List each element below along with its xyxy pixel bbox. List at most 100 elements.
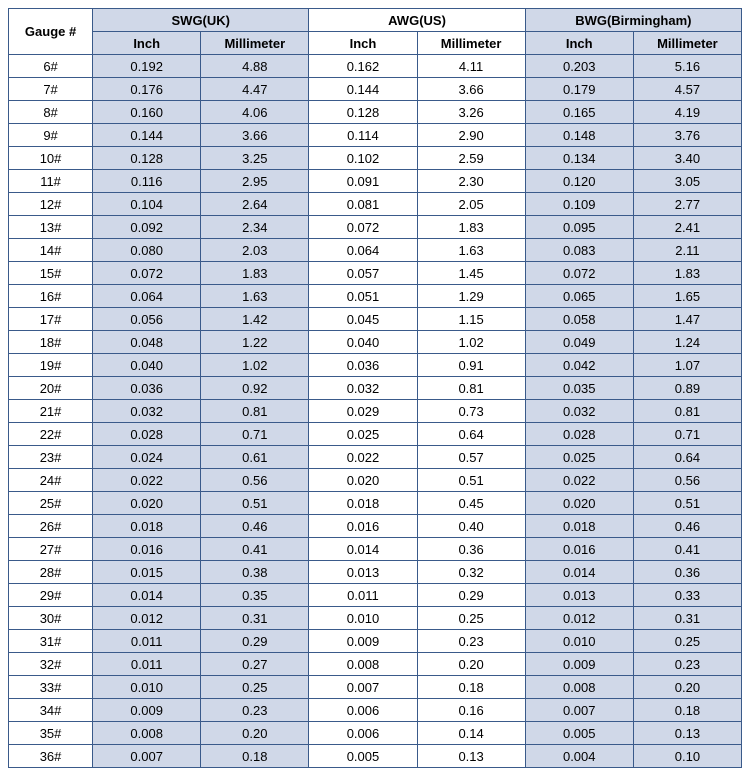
cell-value: 3.76 bbox=[633, 124, 741, 147]
table-row: 13#0.0922.340.0721.830.0952.41 bbox=[9, 216, 742, 239]
cell-gauge: 8# bbox=[9, 101, 93, 124]
cell-value: 0.51 bbox=[201, 492, 309, 515]
col-group-swg: SWG(UK) bbox=[93, 9, 309, 32]
cell-value: 0.14 bbox=[417, 722, 525, 745]
cell-value: 0.56 bbox=[633, 469, 741, 492]
cell-value: 0.006 bbox=[309, 722, 417, 745]
cell-value: 1.07 bbox=[633, 354, 741, 377]
cell-value: 0.058 bbox=[525, 308, 633, 331]
cell-value: 0.022 bbox=[525, 469, 633, 492]
cell-value: 0.102 bbox=[309, 147, 417, 170]
table-row: 28#0.0150.380.0130.320.0140.36 bbox=[9, 561, 742, 584]
cell-value: 0.104 bbox=[93, 193, 201, 216]
table-row: 8#0.1604.060.1283.260.1654.19 bbox=[9, 101, 742, 124]
col-awg-mm: Millimeter bbox=[417, 32, 525, 55]
cell-value: 1.83 bbox=[417, 216, 525, 239]
cell-value: 0.029 bbox=[309, 400, 417, 423]
cell-value: 0.020 bbox=[525, 492, 633, 515]
cell-value: 0.032 bbox=[309, 377, 417, 400]
cell-value: 4.11 bbox=[417, 55, 525, 78]
cell-value: 0.46 bbox=[633, 515, 741, 538]
table-row: 27#0.0160.410.0140.360.0160.41 bbox=[9, 538, 742, 561]
cell-value: 1.22 bbox=[201, 331, 309, 354]
cell-value: 0.042 bbox=[525, 354, 633, 377]
cell-value: 0.009 bbox=[525, 653, 633, 676]
cell-value: 0.005 bbox=[309, 745, 417, 768]
cell-gauge: 28# bbox=[9, 561, 93, 584]
cell-value: 0.009 bbox=[309, 630, 417, 653]
table-row: 9#0.1443.660.1142.900.1483.76 bbox=[9, 124, 742, 147]
cell-gauge: 15# bbox=[9, 262, 93, 285]
cell-value: 1.45 bbox=[417, 262, 525, 285]
cell-value: 0.013 bbox=[525, 584, 633, 607]
cell-value: 0.015 bbox=[93, 561, 201, 584]
cell-value: 0.20 bbox=[201, 722, 309, 745]
cell-gauge: 10# bbox=[9, 147, 93, 170]
cell-value: 0.29 bbox=[201, 630, 309, 653]
cell-value: 0.120 bbox=[525, 170, 633, 193]
cell-value: 1.63 bbox=[201, 285, 309, 308]
cell-value: 0.29 bbox=[417, 584, 525, 607]
cell-value: 0.045 bbox=[309, 308, 417, 331]
cell-value: 0.012 bbox=[525, 607, 633, 630]
cell-gauge: 36# bbox=[9, 745, 93, 768]
header-row-1: Gauge # SWG(UK) AWG(US) BWG(Birmingham) bbox=[9, 9, 742, 32]
cell-value: 0.92 bbox=[201, 377, 309, 400]
cell-value: 0.013 bbox=[309, 561, 417, 584]
table-row: 6#0.1924.880.1624.110.2035.16 bbox=[9, 55, 742, 78]
cell-value: 0.160 bbox=[93, 101, 201, 124]
cell-gauge: 29# bbox=[9, 584, 93, 607]
cell-gauge: 27# bbox=[9, 538, 93, 561]
table-row: 32#0.0110.270.0080.200.0090.23 bbox=[9, 653, 742, 676]
cell-value: 0.176 bbox=[93, 78, 201, 101]
table-row: 30#0.0120.310.0100.250.0120.31 bbox=[9, 607, 742, 630]
cell-value: 3.25 bbox=[201, 147, 309, 170]
cell-value: 1.83 bbox=[633, 262, 741, 285]
cell-value: 0.035 bbox=[525, 377, 633, 400]
cell-value: 1.29 bbox=[417, 285, 525, 308]
cell-value: 0.56 bbox=[201, 469, 309, 492]
cell-value: 0.056 bbox=[93, 308, 201, 331]
cell-value: 0.23 bbox=[633, 653, 741, 676]
cell-value: 1.24 bbox=[633, 331, 741, 354]
cell-value: 0.007 bbox=[525, 699, 633, 722]
cell-gauge: 11# bbox=[9, 170, 93, 193]
cell-value: 0.048 bbox=[93, 331, 201, 354]
cell-value: 0.018 bbox=[525, 515, 633, 538]
cell-gauge: 26# bbox=[9, 515, 93, 538]
cell-value: 0.011 bbox=[309, 584, 417, 607]
cell-value: 0.020 bbox=[93, 492, 201, 515]
cell-value: 0.109 bbox=[525, 193, 633, 216]
cell-value: 0.165 bbox=[525, 101, 633, 124]
cell-value: 0.41 bbox=[633, 538, 741, 561]
cell-value: 0.091 bbox=[309, 170, 417, 193]
table-row: 15#0.0721.830.0571.450.0721.83 bbox=[9, 262, 742, 285]
cell-value: 0.45 bbox=[417, 492, 525, 515]
cell-value: 1.83 bbox=[201, 262, 309, 285]
cell-value: 0.73 bbox=[417, 400, 525, 423]
cell-value: 0.028 bbox=[93, 423, 201, 446]
cell-value: 2.64 bbox=[201, 193, 309, 216]
table-row: 20#0.0360.920.0320.810.0350.89 bbox=[9, 377, 742, 400]
table-row: 33#0.0100.250.0070.180.0080.20 bbox=[9, 676, 742, 699]
cell-value: 0.010 bbox=[309, 607, 417, 630]
cell-value: 0.25 bbox=[201, 676, 309, 699]
cell-value: 2.90 bbox=[417, 124, 525, 147]
cell-value: 2.95 bbox=[201, 170, 309, 193]
cell-value: 0.41 bbox=[201, 538, 309, 561]
table-row: 31#0.0110.290.0090.230.0100.25 bbox=[9, 630, 742, 653]
cell-value: 0.36 bbox=[633, 561, 741, 584]
cell-value: 0.004 bbox=[525, 745, 633, 768]
cell-value: 0.064 bbox=[309, 239, 417, 262]
col-awg-inch: Inch bbox=[309, 32, 417, 55]
cell-value: 0.114 bbox=[309, 124, 417, 147]
cell-value: 0.040 bbox=[93, 354, 201, 377]
cell-value: 3.26 bbox=[417, 101, 525, 124]
table-row: 7#0.1764.470.1443.660.1794.57 bbox=[9, 78, 742, 101]
cell-value: 0.51 bbox=[633, 492, 741, 515]
cell-value: 0.23 bbox=[417, 630, 525, 653]
cell-value: 0.148 bbox=[525, 124, 633, 147]
cell-value: 0.007 bbox=[93, 745, 201, 768]
cell-value: 0.25 bbox=[417, 607, 525, 630]
cell-value: 0.36 bbox=[417, 538, 525, 561]
